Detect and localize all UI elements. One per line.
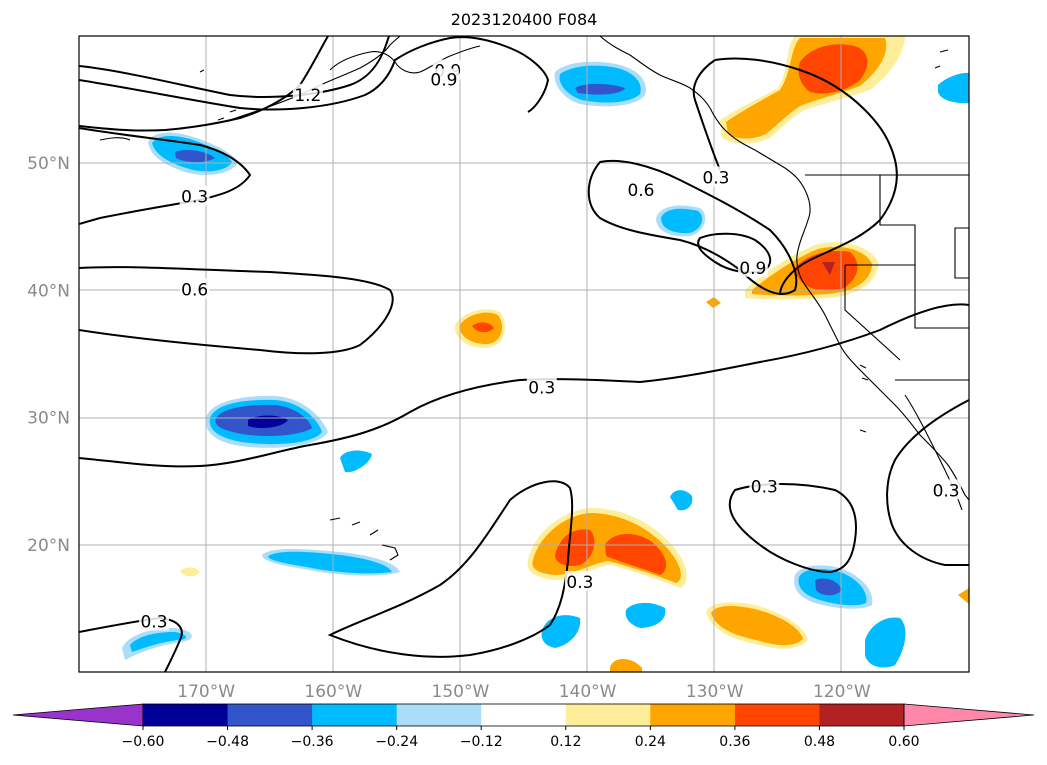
anomaly-hawaii-mid xyxy=(268,551,392,574)
colorbar-tick-label: −0.36 xyxy=(291,734,334,750)
anomaly-wp50-inner xyxy=(175,150,215,163)
contour-label: 0.9 xyxy=(739,259,766,279)
colorbar-segment xyxy=(143,704,229,726)
contour-label: 1.2 xyxy=(294,86,321,106)
contour-label: 0.3 xyxy=(181,188,208,208)
lat-tick-label: 50°N xyxy=(27,154,70,174)
anomaly-28n-small xyxy=(340,450,372,473)
anomaly-st20-inner1 xyxy=(555,529,595,566)
contour-label-bg xyxy=(625,179,656,200)
lon-tick-label: 150°W xyxy=(432,682,490,702)
lon-tick-label: 170°W xyxy=(177,682,235,702)
longitude-axis: 170°W 160°W 150°W 140°W 130°W 120°W xyxy=(177,682,871,702)
latitude-axis: 50°N 40°N 30°N 20°N xyxy=(27,154,70,556)
colorbar-tick-label: −0.48 xyxy=(206,734,249,750)
anomaly-se1 xyxy=(541,615,581,648)
contour-label-bg xyxy=(139,610,170,631)
contour-label: 0.3 xyxy=(140,612,167,632)
plot-frame xyxy=(78,35,970,673)
lon-tick-label: 160°W xyxy=(304,682,362,702)
anomaly-se2 xyxy=(625,602,666,628)
lat-tick-label: 30°N xyxy=(27,409,70,429)
contour-label: 0.3 xyxy=(751,478,778,498)
contour-label-bg xyxy=(700,166,731,187)
colorbar-tick-label: 0.24 xyxy=(635,734,666,750)
colorbar-segment xyxy=(227,704,313,726)
colorbar-segment xyxy=(565,704,651,726)
figure-title: 2023120400 F084 xyxy=(451,10,598,29)
anomaly-23n-small xyxy=(670,490,693,511)
contour-label-bg xyxy=(749,475,780,496)
colorbar-extend-low xyxy=(12,703,144,727)
lon-tick-label: 130°W xyxy=(686,682,744,702)
anomaly-bottom xyxy=(610,659,642,672)
contour-label: 0.3 xyxy=(566,573,593,593)
contour-label-bg xyxy=(292,83,323,104)
lon-tick-label: 140°W xyxy=(559,682,617,702)
anomaly-sw2 xyxy=(130,632,186,652)
contour-label: 0.3 xyxy=(528,378,555,398)
anomaly-se3 xyxy=(865,617,906,668)
anomaly-wp30-core xyxy=(248,415,288,428)
anomaly-e-edge xyxy=(958,588,969,604)
colorbar-tick-label: 0.48 xyxy=(804,734,835,750)
contour-label-bg xyxy=(428,68,459,89)
lat-tick-label: 20°N xyxy=(27,536,70,556)
colorbar: −0.60 −0.48 −0.36 −0.24 −0.12 0.12 0.24 0.36 0.4… xyxy=(12,703,1035,750)
colorbar-segment xyxy=(734,704,820,726)
contour-label: 0.3 xyxy=(702,168,729,188)
lat-tick-label: 40°N xyxy=(27,281,70,301)
lon-tick-label: 120°W xyxy=(813,682,871,702)
anomaly-37n-inner xyxy=(472,322,494,333)
anomaly-ca-inner xyxy=(795,250,858,291)
colorbar-tick-label: −0.60 xyxy=(122,734,165,750)
colorbar-segment xyxy=(650,704,736,726)
colorbar-segment xyxy=(481,704,567,726)
colorbar-tick-label: −0.24 xyxy=(375,734,418,750)
colorbar-segment xyxy=(312,704,398,726)
plot-area xyxy=(79,36,969,672)
anomaly-ca-core xyxy=(822,262,835,275)
coastlines xyxy=(99,36,969,561)
contour-lines xyxy=(79,36,969,672)
colorbar-tick-label: 0.60 xyxy=(888,734,919,750)
colorbar-segment xyxy=(396,704,482,726)
colorbar-tick-label: −0.12 xyxy=(460,734,503,750)
contour-label: 0.6 xyxy=(181,280,208,300)
colorbar-extend-high xyxy=(903,703,1035,727)
anomaly-17n-inner xyxy=(815,578,842,596)
contour-label: 0.3 xyxy=(933,481,960,501)
gridlines xyxy=(79,36,969,672)
shaded-anomalies xyxy=(122,36,969,672)
contour-label-bg xyxy=(931,479,962,500)
colorbar-frame xyxy=(142,703,905,727)
anomaly-14n-mid xyxy=(711,605,803,646)
anomaly-ne-corner xyxy=(938,72,969,104)
anomaly-bc-inner xyxy=(798,44,868,94)
colorbar-tick-label: 0.36 xyxy=(719,734,750,750)
anomaly-st20-inner2 xyxy=(605,534,667,575)
contour-label-bg xyxy=(179,278,210,299)
contour-label-bg xyxy=(564,570,595,591)
contour-label: 0.6 xyxy=(627,181,654,201)
colorbar-segment xyxy=(819,704,905,726)
anomaly-sw3 xyxy=(180,567,200,577)
contour-labels: 1.20.90.90.30.60.60.30.90.30.30.30.30.3 xyxy=(139,59,962,632)
contour-label-bg xyxy=(737,256,768,277)
contour-label: 0.9 xyxy=(430,71,457,91)
contour-label-bg xyxy=(526,376,557,397)
contour-label-bg xyxy=(179,185,210,206)
colorbar-tick-label: 0.12 xyxy=(550,734,581,750)
anomaly-46n-mid xyxy=(661,208,703,234)
